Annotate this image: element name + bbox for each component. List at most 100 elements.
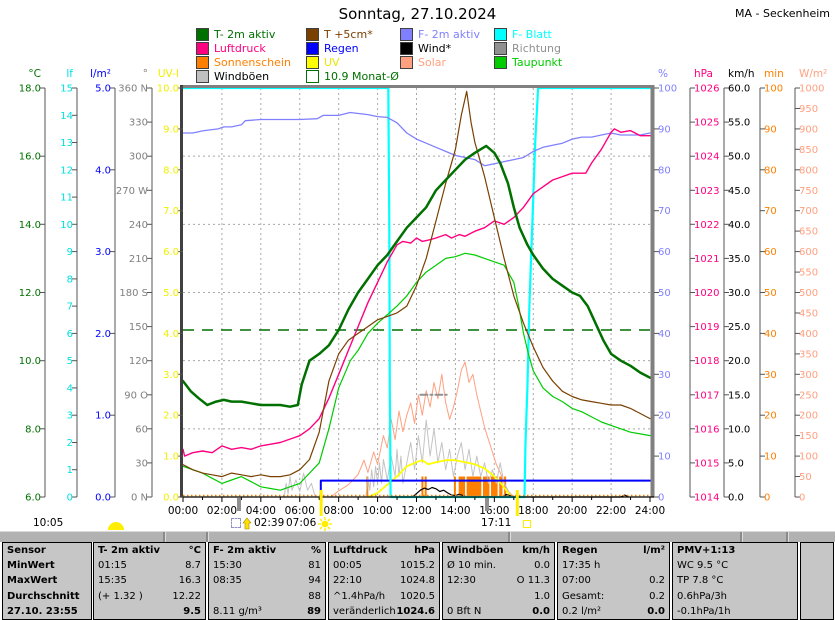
legend-swatch xyxy=(306,27,319,41)
axis-tick-label-c: 18.0 xyxy=(19,84,41,95)
axis-tick-label-min: 40 xyxy=(764,329,777,340)
table-row-label: MinWert xyxy=(7,560,55,572)
scrollbar-divider xyxy=(163,532,166,542)
legend-item-label: Taupunkt xyxy=(512,55,563,69)
bottom-scrollbar[interactable] xyxy=(0,531,835,542)
axis-tick-label-lf: 6 xyxy=(67,329,73,340)
axis-tick-label-min: 0 xyxy=(764,493,770,504)
axis-tick-label-wm2: 950 xyxy=(799,104,818,115)
table-column-t-2m-aktiv: T- 2m aktiv °C 01:15 8.7 15:35 16.3 (+ 1.32 ) 1… xyxy=(93,542,206,620)
axis-tick-label-lm2: 5.0 xyxy=(95,84,111,95)
legend-item-label: Wind* xyxy=(418,41,452,55)
table-cell-left: 08:35 xyxy=(213,575,242,587)
axis-tick-label-wm2: 400 xyxy=(799,329,818,340)
sunshine-bar xyxy=(466,476,482,496)
legend-item: T +5cm* xyxy=(306,27,399,41)
table-cell-left: veränderlich xyxy=(333,605,396,617)
axis-tick-label-min: 90 xyxy=(764,124,777,135)
axis-tick-label-uv: 3.0 xyxy=(163,370,179,381)
axis-tick-label-lf: 14 xyxy=(60,111,73,122)
axis-tick-label-kmh: 25.0 xyxy=(728,322,750,333)
axis-tick-label-uv: 8.0 xyxy=(163,165,179,176)
axis-tick-label-min: 50 xyxy=(764,288,777,299)
axis-tick-label-min: 70 xyxy=(764,206,777,217)
table-row: 0.2 l/m² 0.0 xyxy=(558,604,669,619)
table-header-label: Sensor xyxy=(7,545,46,557)
sunrise-time: 07:06 xyxy=(286,517,317,529)
legend-item: Sonnenschein xyxy=(196,55,291,69)
moonset-time: 10:05 xyxy=(33,517,64,529)
axis-title-deg: ° xyxy=(143,68,148,80)
axis-tick-label-kmh: 40.0 xyxy=(728,220,750,231)
axis-tick-label-pct: 10 xyxy=(658,452,671,463)
x-axis-label: 22:00 xyxy=(596,505,626,517)
legend-swatch xyxy=(306,41,319,55)
table-row: 9.5 xyxy=(94,604,205,619)
axis-tick-label-lf: 15 xyxy=(60,84,73,95)
axis-title-c: °C xyxy=(28,68,41,80)
table-cell-left: ^1.4hPa/h xyxy=(333,590,386,602)
plot-border-top xyxy=(180,85,654,88)
axis-tick-label-uv: 9.0 xyxy=(163,124,179,135)
axis-tick-label-hpa: 1024 xyxy=(694,152,719,163)
axis-tick-label-deg: 60 xyxy=(135,424,148,435)
axis-tick-label-pct: 90 xyxy=(658,124,671,135)
table-row: 0.6hPa/3h xyxy=(673,589,797,604)
legend-swatch xyxy=(400,27,413,41)
legend-swatch xyxy=(196,27,209,41)
axis-title-min: min xyxy=(764,68,784,80)
table-row: TP 7.8 °C xyxy=(673,573,797,588)
axis-tick-label-min: 100 xyxy=(764,84,783,95)
axis-tick-label-kmh: 45.0 xyxy=(728,186,750,197)
axis-tick-label-hpa: 1016 xyxy=(694,424,719,435)
table-column-luftdruck: Luftdruck hPa 00:05 1015.2 22:10 1024.8 ^1.4hP… xyxy=(328,542,440,620)
table-cell-value: 0.0 xyxy=(534,560,550,572)
axis-tick-label-kmh: 5.0 xyxy=(728,458,744,469)
table-cell-value: 16.3 xyxy=(178,575,201,587)
axis-tick-label-pct: 80 xyxy=(658,165,671,176)
table-row: 08:35 94 xyxy=(209,573,325,588)
axis-tick-label-lf: 2 xyxy=(67,438,73,449)
axis-tick-label-pct: 100 xyxy=(658,84,677,95)
axis-tick-label-lm2: 4.0 xyxy=(95,165,111,176)
table-row: 01:15 8.7 xyxy=(94,558,205,573)
table-header-label: Regen xyxy=(562,545,598,557)
legend-item-label: T +5cm* xyxy=(324,27,373,41)
sun-icon xyxy=(318,517,332,531)
up-arrow-icon xyxy=(242,517,252,530)
series-f-2m-aktiv xyxy=(182,111,651,167)
table-cell-value: 1024.6 xyxy=(396,605,435,617)
sunshine-bar xyxy=(483,476,490,496)
axis-tick-label-lm2: 1.0 xyxy=(95,411,111,422)
sunshine-bar xyxy=(453,476,456,496)
legend-item-label: UV xyxy=(324,55,340,69)
table-header: Luftdruck hPa xyxy=(329,543,439,558)
axis-tick-label-hpa: 1020 xyxy=(694,288,719,299)
station-label: MA - Seckenheim xyxy=(734,7,830,20)
x-axis-label: 14:00 xyxy=(440,505,470,517)
axis-tick-label-uv: 6.0 xyxy=(163,247,179,258)
table-cell-value: 0.2 xyxy=(649,590,665,602)
table-header: Windböen km/h xyxy=(443,543,554,558)
axis-tick-label-c: 10.0 xyxy=(19,356,41,367)
legend-swatch xyxy=(306,55,319,69)
axis-tick-label-lf: 13 xyxy=(60,138,73,149)
axis-tick-label-deg: 0 N xyxy=(131,493,148,504)
axis-tick-label-hpa: 1017 xyxy=(694,390,719,401)
axis-tick-label-wm2: 1000 xyxy=(799,84,824,95)
axis-tick-label-deg: 210 xyxy=(129,254,148,265)
axis-tick-label-hpa: 1026 xyxy=(694,84,719,95)
axis-tick-label-pct: 20 xyxy=(658,411,671,422)
table-cell-value: O 11.3 xyxy=(516,575,550,587)
table-cell-value: 0.0 xyxy=(532,605,550,617)
table-header: T- 2m aktiv °C xyxy=(94,543,205,558)
axis-tick-label-deg: 360 N xyxy=(118,84,148,95)
table-row: Durchschnitt xyxy=(3,589,91,604)
legend-item-label: Luftdruck xyxy=(214,41,266,55)
legend-swatch xyxy=(494,55,507,69)
axis-tick-label-hpa: 1014 xyxy=(694,493,719,504)
sunshine-bar xyxy=(424,476,427,496)
axis-tick-label-deg: 300 xyxy=(129,152,148,163)
table-header-unit: °C xyxy=(188,545,201,557)
legend-item-label: Solar xyxy=(418,55,447,69)
